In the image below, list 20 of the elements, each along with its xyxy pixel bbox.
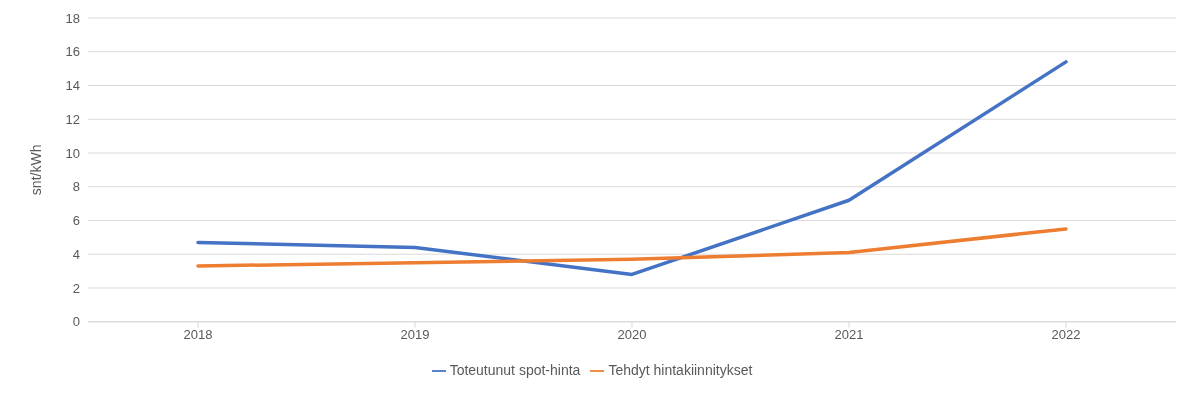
y-tick-label: 6 [72,213,80,229]
y-tick-label: 18 [65,10,80,26]
x-tick-label: 2018 [183,326,213,342]
y-tick-label: 0 [72,314,80,330]
y-tick-label: 16 [65,44,80,60]
line-series [196,60,1068,277]
x-tick-label: 2021 [834,326,864,342]
legend-label: Toteutunut spot-hinta [449,361,581,378]
x-tick-label: 2020 [617,326,647,342]
y-tick-label: 4 [72,246,80,262]
y-tick-label: 10 [65,145,80,161]
legend-label: Tehdyt hintakiinnitykset [608,361,753,378]
y-tick-label: 2 [72,280,80,296]
x-tick-label: 2019 [400,326,430,342]
y-tick-label: 8 [72,179,80,195]
y-tick-label: 14 [65,78,80,94]
y-axis-title: snt/kWh [27,144,44,196]
line-series [196,227,1068,268]
x-tick-label: 2022 [1051,326,1081,342]
y-tick-label: 12 [65,111,80,127]
